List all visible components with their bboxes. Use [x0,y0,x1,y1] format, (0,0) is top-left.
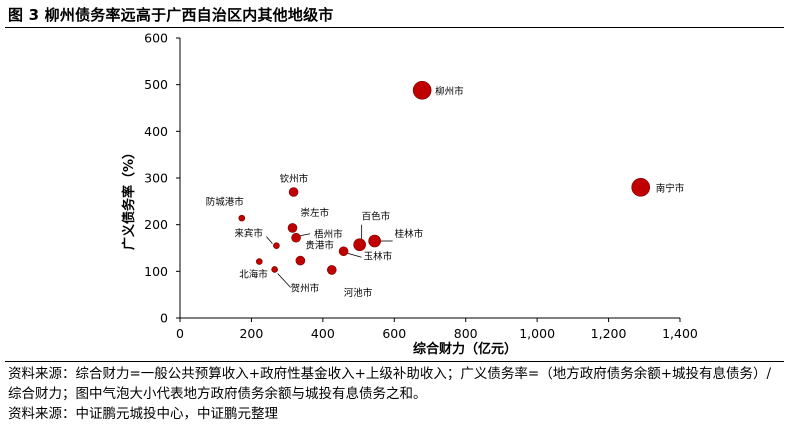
point-label: 贵港市 [305,240,334,252]
point-label: 河池市 [344,287,373,299]
leader-line [299,233,311,237]
point-label: 防城港市 [206,196,245,208]
x-tick-label: 400 [311,326,335,341]
note-source: 资料来源：中证鹏元城投中心，中证鹏元整理 [8,406,278,422]
point-label: 崇左市 [301,207,330,219]
bubble-point [291,232,301,243]
bubble-point [368,234,381,248]
y-tick-label: 600 [144,31,168,46]
x-tick-label: 0 [176,326,184,341]
point-label: 柳州市 [435,85,464,97]
bubble-point [287,223,298,233]
bubble-point [326,265,337,275]
bubble-point [631,178,651,197]
point-label: 北海市 [239,269,268,281]
bubble-point [273,242,280,249]
x-tick-label: 600 [382,326,406,341]
bubble-point [238,214,246,222]
point-label: 钦州市 [280,173,309,185]
leader-line [347,252,362,258]
bubble-point [295,255,306,266]
notes-rule [5,361,784,362]
y-tick-label: 100 [144,264,168,279]
leader-line [277,273,291,288]
y-tick-label: 200 [144,217,168,232]
figure-title: 图 3 柳州债务率远高于广西自治区内其他地级市 [8,6,334,24]
y-axis-title: 广义债务率（%） [121,146,137,250]
point-label: 贺州市 [291,282,320,294]
y-tick-label: 400 [144,124,168,139]
notes: 资料来源：综合财力=一般公共预算收入+政府性基金收入+上级补助收入；广义债务率=… [8,364,783,424]
x-tick-label: 200 [239,326,263,341]
leader-line [266,236,273,244]
bubble-point [353,238,366,252]
leader-lines [266,224,393,288]
point-label: 桂林市 [395,228,424,240]
point-label: 梧州市 [314,229,343,241]
point-label: 玉林市 [364,250,393,262]
x-axis-title: 综合财力（亿元） [413,341,517,357]
y-tick-label: 300 [144,171,168,186]
point-label: 来宾市 [234,228,263,240]
y-tick-label: 0 [160,311,168,326]
bubble-point [288,187,299,197]
bubble-point [412,80,432,100]
title-rule [5,27,784,28]
x-tick-label: 800 [454,326,478,341]
note-definitions: 资料来源：综合财力=一般公共预算收入+政府性基金收入+上级补助收入；广义债务率=… [8,366,772,402]
bubble-point [338,246,349,257]
y-tick-label: 500 [144,77,168,92]
scatter-chart: 0 200 400 600 800 1,000 1,200 1,400 0 100 200 300 40… [121,31,698,358]
bubble-point [255,258,263,265]
ticks: 0 200 400 600 800 1,000 1,200 1,400 0 100 200 300 40… [144,31,698,342]
bubbles [238,80,651,275]
bubble-point [271,266,278,273]
point-label: 百色市 [362,211,391,223]
x-tick-label: 1,000 [519,326,555,341]
x-tick-label: 1,400 [662,326,698,341]
x-tick-label: 1,200 [591,326,627,341]
point-label: 南宁市 [656,182,685,194]
